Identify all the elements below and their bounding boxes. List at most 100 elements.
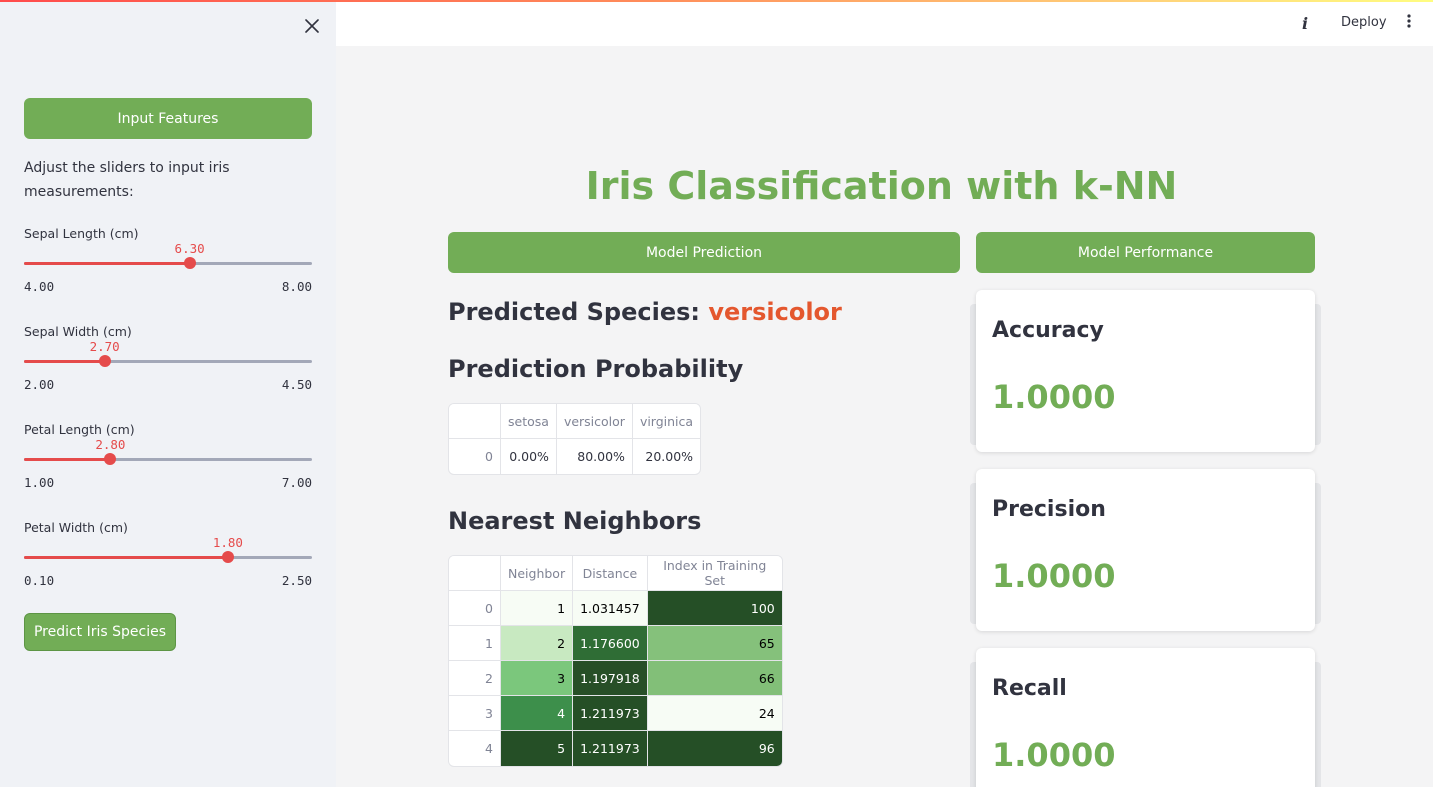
top-decoration-bar: [0, 0, 1433, 2]
slider-min: 2.00: [24, 377, 55, 392]
slider-max: 7.00: [281, 475, 312, 490]
column-header[interactable]: versicolor: [556, 404, 633, 439]
slider-thumb[interactable]: [221, 551, 234, 563]
petal-length-slider[interactable]: Petal Length (cm) 2.80 1.00 7.00: [24, 422, 312, 502]
page-title: Iris Classification with k-NN: [585, 164, 1178, 208]
app-header: i Deploy: [336, 0, 1433, 46]
column-header[interactable]: [449, 556, 501, 591]
probability-table[interactable]: setosa versicolor virginica 0 0.00% 80.0…: [448, 403, 702, 475]
table-row: 4 5 1.211973 96: [449, 731, 782, 766]
slider-value: 2.80: [95, 437, 126, 452]
accuracy-metric-card: Accuracy 1.0000: [976, 290, 1315, 452]
table-cell[interactable]: 1: [501, 591, 574, 626]
table-cell[interactable]: 1.211973: [573, 731, 648, 766]
slider-track[interactable]: [24, 257, 312, 269]
slider-min: 4.00: [24, 279, 55, 294]
slider-value: 2.70: [89, 339, 120, 354]
predicted-species-value: versicolor: [708, 298, 842, 326]
slider-label: Petal Length (cm): [24, 422, 135, 437]
sidebar: Input Features Adjust the sliders to inp…: [0, 0, 336, 787]
slider-max: 2.50: [281, 573, 312, 588]
slider-label: Sepal Length (cm): [24, 226, 139, 241]
slider-value: 1.80: [212, 535, 243, 550]
row-index: 1: [449, 626, 501, 661]
table-cell[interactable]: 1.211973: [573, 696, 648, 731]
slider-min: 1.00: [24, 475, 55, 490]
slider-thumb[interactable]: [98, 355, 111, 367]
slider-thumb[interactable]: [104, 453, 117, 465]
slider-fill: [24, 262, 190, 265]
sepal-length-slider[interactable]: Sepal Length (cm) 6.30 4.00 8.00: [24, 226, 312, 306]
slider-label: Petal Width (cm): [24, 520, 128, 535]
slider-min: 0.10: [24, 573, 55, 588]
petal-width-slider[interactable]: Petal Width (cm) 1.80 0.10 2.50: [24, 520, 312, 600]
slider-thumb[interactable]: [183, 257, 196, 269]
column-header[interactable]: Distance: [573, 556, 648, 591]
probability-heading: Prediction Probability: [448, 355, 744, 383]
info-icon[interactable]: i: [1302, 14, 1309, 33]
model-prediction-header: Model Prediction: [448, 232, 960, 273]
metric-value: 1.0000: [992, 736, 1116, 774]
table-cell[interactable]: 100: [647, 591, 782, 626]
nearest-neighbors-table[interactable]: Neighbor Distance Index in Training Set …: [448, 555, 783, 767]
deploy-button[interactable]: Deploy: [1341, 15, 1387, 30]
sidebar-description: Adjust the sliders to input iris measure…: [24, 160, 230, 200]
table-cell[interactable]: 24: [647, 696, 782, 731]
table-row: 0 1 1.031457 100: [449, 591, 782, 626]
slider-track[interactable]: [24, 551, 312, 563]
row-index: 0: [449, 439, 501, 474]
column-header[interactable]: Index in Training Set: [647, 556, 782, 591]
slider-max: 4.50: [281, 377, 312, 392]
table-cell[interactable]: 3: [501, 661, 574, 696]
predicted-species-label: Predicted Species:: [448, 298, 709, 326]
input-features-header: Input Features: [24, 98, 312, 139]
slider-fill: [24, 556, 228, 559]
table-cell[interactable]: 1.176600: [573, 626, 648, 661]
close-icon: [305, 19, 319, 33]
nearest-neighbors-heading: Nearest Neighbors: [448, 507, 702, 535]
table-row: 1 2 1.176600 65: [449, 626, 782, 661]
table-row: 3 4 1.211973 24: [449, 696, 782, 731]
slider-track[interactable]: [24, 453, 312, 465]
table-row: 0 0.00% 80.00% 20.00%: [449, 439, 700, 474]
sidebar-close-button[interactable]: [300, 14, 324, 38]
table-cell[interactable]: 4: [501, 696, 574, 731]
metric-value: 1.0000: [992, 557, 1116, 595]
metric-value: 1.0000: [992, 378, 1116, 416]
metric-label: Accuracy: [992, 318, 1104, 343]
slider-fill: [24, 360, 105, 363]
sepal-width-slider[interactable]: Sepal Width (cm) 2.70 2.00 4.50: [24, 324, 312, 404]
table-row: 2 3 1.197918 66: [449, 661, 782, 696]
table-header-row: setosa versicolor virginica: [449, 404, 701, 439]
slider-max: 8.00: [281, 279, 312, 294]
table-cell[interactable]: 5: [501, 731, 574, 766]
slider-value: 6.30: [174, 241, 205, 256]
table-cell[interactable]: 2: [501, 626, 574, 661]
table-cell[interactable]: 0.00%: [501, 439, 557, 474]
row-index: 2: [449, 661, 501, 696]
predict-iris-species-button[interactable]: Predict Iris Species: [24, 613, 176, 651]
precision-metric-card: Precision 1.0000: [976, 469, 1315, 631]
table-cell[interactable]: 20.00%: [645, 449, 694, 464]
table-cell[interactable]: 66: [647, 661, 782, 696]
predicted-species: Predicted Species: versicolor: [448, 298, 842, 326]
column-header[interactable]: setosa: [501, 404, 557, 439]
metric-label: Recall: [992, 676, 1067, 701]
row-index: 4: [449, 731, 501, 766]
table-cell[interactable]: 1.031457: [573, 591, 648, 626]
slider-track[interactable]: [24, 355, 312, 367]
table-cell[interactable]: 80.00%: [557, 439, 633, 474]
kebab-menu-icon[interactable]: [1407, 13, 1411, 33]
metric-label: Precision: [992, 497, 1106, 522]
column-header[interactable]: Neighbor: [501, 556, 574, 591]
table-cell[interactable]: 65: [647, 626, 782, 661]
model-performance-header: Model Performance: [976, 232, 1315, 273]
column-header[interactable]: virginica: [632, 404, 701, 439]
table-cell[interactable]: 96: [647, 731, 782, 766]
row-index: 3: [449, 696, 501, 731]
table-cell[interactable]: 1.197918: [573, 661, 648, 696]
row-index: 0: [449, 591, 501, 626]
column-header[interactable]: [449, 404, 501, 439]
recall-metric-card: Recall 1.0000: [976, 648, 1315, 787]
table-header-row: Neighbor Distance Index in Training Set: [449, 556, 782, 591]
